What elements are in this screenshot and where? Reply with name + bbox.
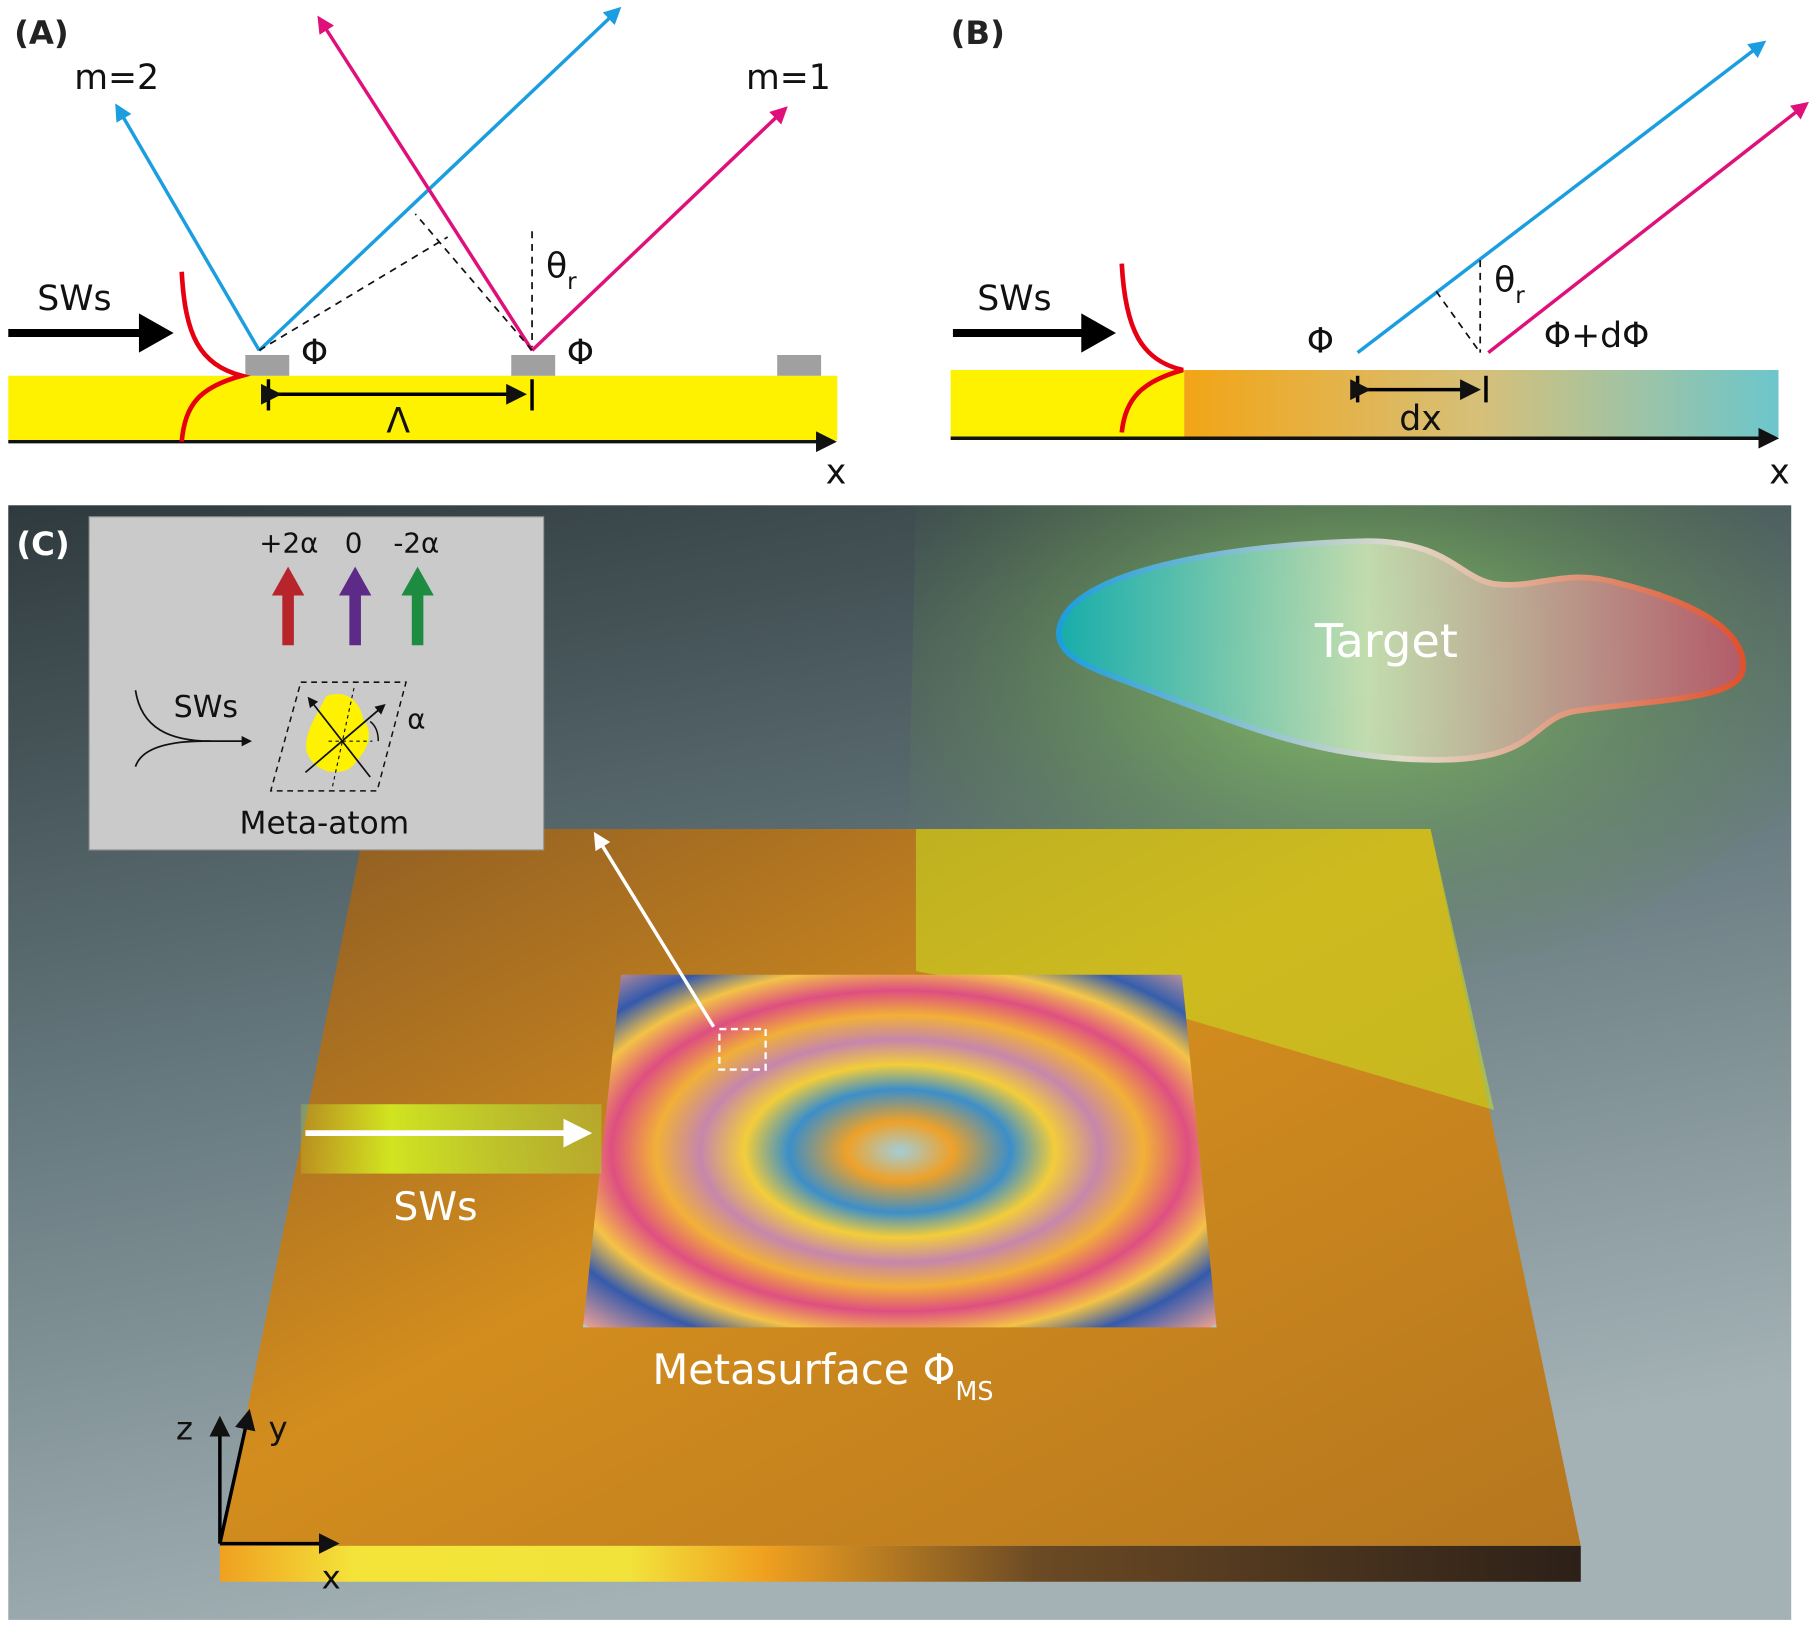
sws-label: SWs: [977, 279, 1051, 319]
alpha-label: α: [407, 702, 425, 735]
sws-label: SWs: [174, 690, 238, 725]
dashed-line: [331, 687, 355, 789]
dashed-line: [414, 213, 533, 351]
metasurface: [582, 974, 1217, 1328]
arrow-label-zero: 0: [345, 527, 363, 560]
z-axis-label: z: [176, 1410, 193, 1448]
blue-ray-m2: [115, 103, 261, 352]
target-region: [1056, 538, 1746, 763]
panel-a: (A) x SWs θr Φ Φ Λ m=2 m=1: [8, 6, 847, 492]
pink-ray: [1487, 101, 1809, 355]
inset-pointer-arrow: [593, 831, 716, 1028]
sws-arrow-head: [1081, 313, 1116, 353]
sws-curve: [134, 690, 211, 767]
theta-label: θr: [546, 247, 577, 296]
dashed-line: [258, 236, 449, 352]
blue-ray: [257, 6, 622, 352]
pink-ray: [317, 15, 534, 352]
meta-atom-3: [777, 354, 822, 376]
target-label: Target: [1314, 614, 1458, 668]
dx-label: dx: [1399, 399, 1442, 439]
meta-atom-2: [511, 354, 556, 376]
substrate: [8, 375, 838, 441]
mode-profile-curve: [179, 271, 251, 442]
inset-box: [88, 516, 545, 851]
panel-b-label: (B): [951, 14, 1005, 52]
sws-arrow-head: [138, 313, 174, 353]
mode-profile-curve: [1119, 263, 1184, 433]
theta-label: θr: [1494, 260, 1525, 309]
substrate: [950, 370, 1185, 438]
green-arrow-icon: [401, 566, 434, 646]
metasurface-label: Metasurface ΦMS: [652, 1345, 993, 1406]
sws-label: SWs: [393, 1185, 477, 1230]
panel-c-label: (C): [16, 525, 69, 563]
reflected-beam: [915, 829, 1495, 1110]
sws-label: SWs: [37, 279, 111, 319]
red-arrow-icon: [271, 566, 305, 646]
gradient-metasurface: [1184, 370, 1779, 438]
zoom-region: [718, 1027, 767, 1071]
panel-c: SWs Metasurface ΦMS Target z y x +2α 0 -…: [8, 505, 1792, 1620]
phase-shifted-label: Φ+dΦ: [1544, 316, 1650, 356]
slab-front-face: [219, 1545, 1581, 1582]
panel-b: (B) x SWs θr Φ Φ+dΦ dx: [950, 14, 1809, 492]
y-axis: [218, 1408, 256, 1544]
x-axis-label: x: [826, 452, 847, 492]
period-label: Λ: [386, 401, 410, 441]
arrow-label-plus: +2α: [259, 527, 318, 560]
dashed-line: [1435, 290, 1481, 354]
order-m2-label: m=2: [74, 58, 159, 98]
angle-arc: [369, 720, 380, 742]
meta-atom-caption: Meta-atom: [240, 806, 410, 842]
axis-arrow: [307, 696, 371, 778]
order-m1-label: m=1: [746, 58, 831, 98]
sws-beam: [300, 1104, 602, 1174]
phase-label: Φ: [1307, 322, 1334, 362]
panel-a-label: (A): [14, 14, 69, 52]
y-axis-label: y: [268, 1410, 287, 1448]
meta-atom-inset: +2α 0 -2α SWs α Meta-atom: [88, 516, 545, 851]
x-axis-label: x: [322, 1559, 341, 1597]
blue-ray: [1356, 40, 1767, 355]
arrow-label-minus: -2α: [393, 527, 439, 560]
phase-label-left: Φ: [301, 333, 328, 373]
phase-label-right: Φ: [567, 333, 594, 373]
axis-arrow: [304, 703, 386, 774]
pink-ray-m1: [530, 106, 788, 352]
purple-arrow-icon: [338, 566, 372, 646]
x-axis-label: x: [1769, 452, 1790, 492]
meta-atom-1: [245, 354, 290, 376]
